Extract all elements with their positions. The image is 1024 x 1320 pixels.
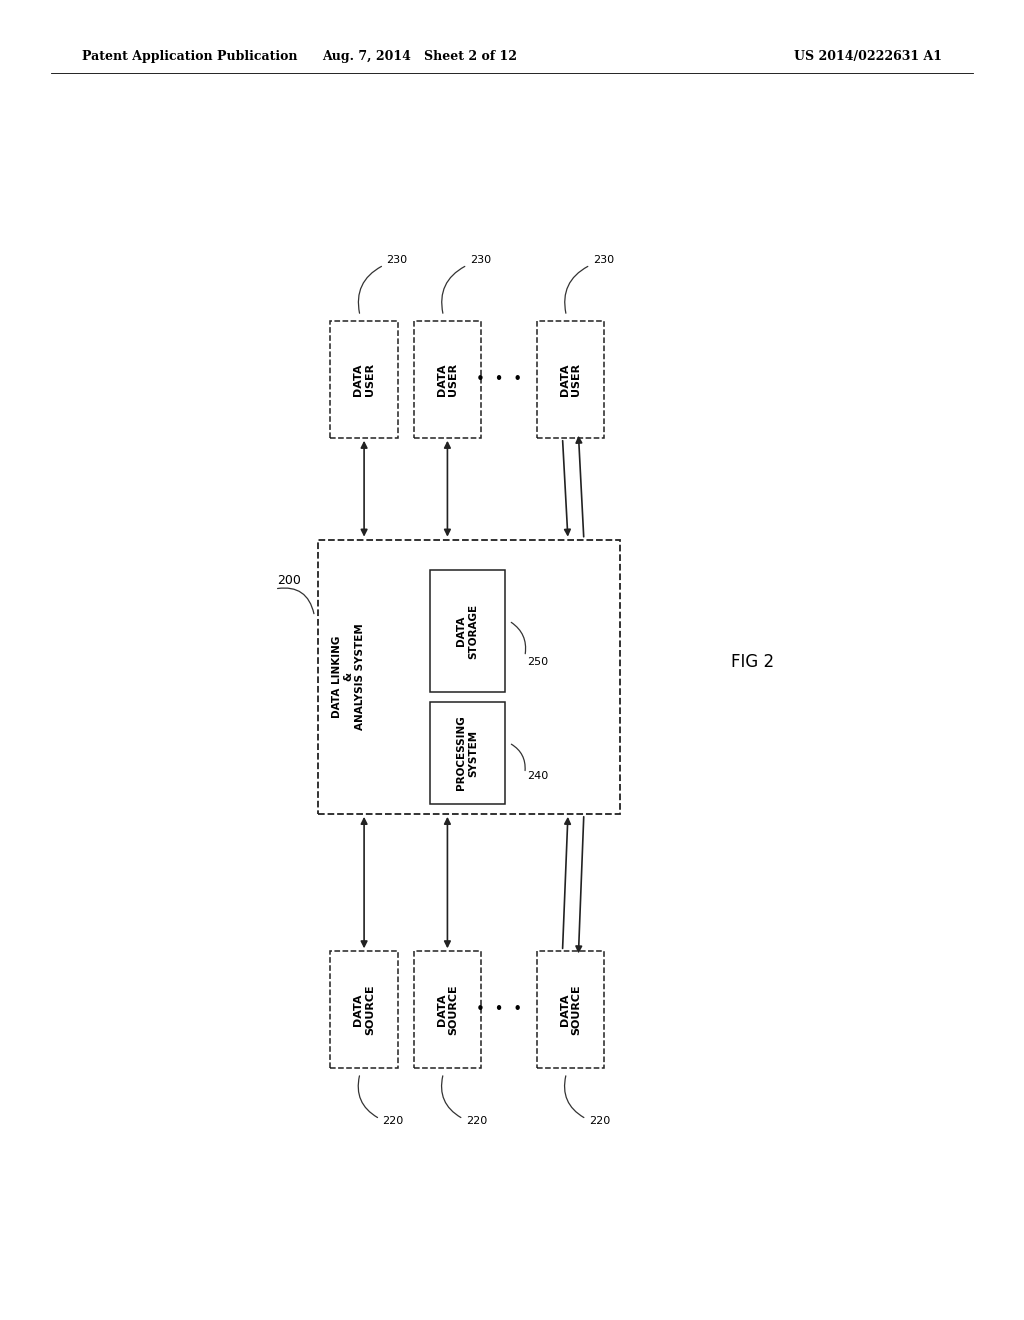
Bar <box>537 952 604 1068</box>
Text: DATA
STORAGE: DATA STORAGE <box>457 603 478 659</box>
Bar <box>430 570 505 692</box>
Text: DATA
USER: DATA USER <box>436 363 458 396</box>
Bar <box>537 321 604 438</box>
Text: Aug. 7, 2014   Sheet 2 of 12: Aug. 7, 2014 Sheet 2 of 12 <box>323 50 517 63</box>
Text: •  •  •: • • • <box>476 372 522 388</box>
Text: 230: 230 <box>593 255 613 265</box>
Text: Patent Application Publication: Patent Application Publication <box>82 50 297 63</box>
Text: DATA LINKING
&
ANALYSIS SYSTEM: DATA LINKING & ANALYSIS SYSTEM <box>332 623 366 730</box>
Text: 230: 230 <box>470 255 490 265</box>
Bar <box>414 321 481 438</box>
Bar <box>430 702 505 804</box>
Bar <box>331 952 398 1068</box>
Text: PROCESSING
SYSTEM: PROCESSING SYSTEM <box>457 715 478 791</box>
Text: 200: 200 <box>278 574 301 587</box>
Text: 240: 240 <box>527 771 549 781</box>
Text: •  •  •: • • • <box>476 1002 522 1016</box>
Text: 220: 220 <box>589 1115 610 1126</box>
Text: DATA
SOURCE: DATA SOURCE <box>436 985 458 1035</box>
Text: US 2014/0222631 A1: US 2014/0222631 A1 <box>794 50 942 63</box>
Text: FIG 2: FIG 2 <box>731 652 774 671</box>
Text: 220: 220 <box>382 1115 403 1126</box>
Text: DATA
USER: DATA USER <box>353 363 375 396</box>
Bar <box>318 540 621 814</box>
Text: DATA
USER: DATA USER <box>560 363 582 396</box>
Text: 220: 220 <box>466 1115 487 1126</box>
Text: 250: 250 <box>527 656 548 667</box>
Text: DATA
SOURCE: DATA SOURCE <box>560 985 582 1035</box>
Bar <box>414 952 481 1068</box>
Text: DATA
SOURCE: DATA SOURCE <box>353 985 375 1035</box>
Bar <box>331 321 398 438</box>
Text: 230: 230 <box>386 255 408 265</box>
